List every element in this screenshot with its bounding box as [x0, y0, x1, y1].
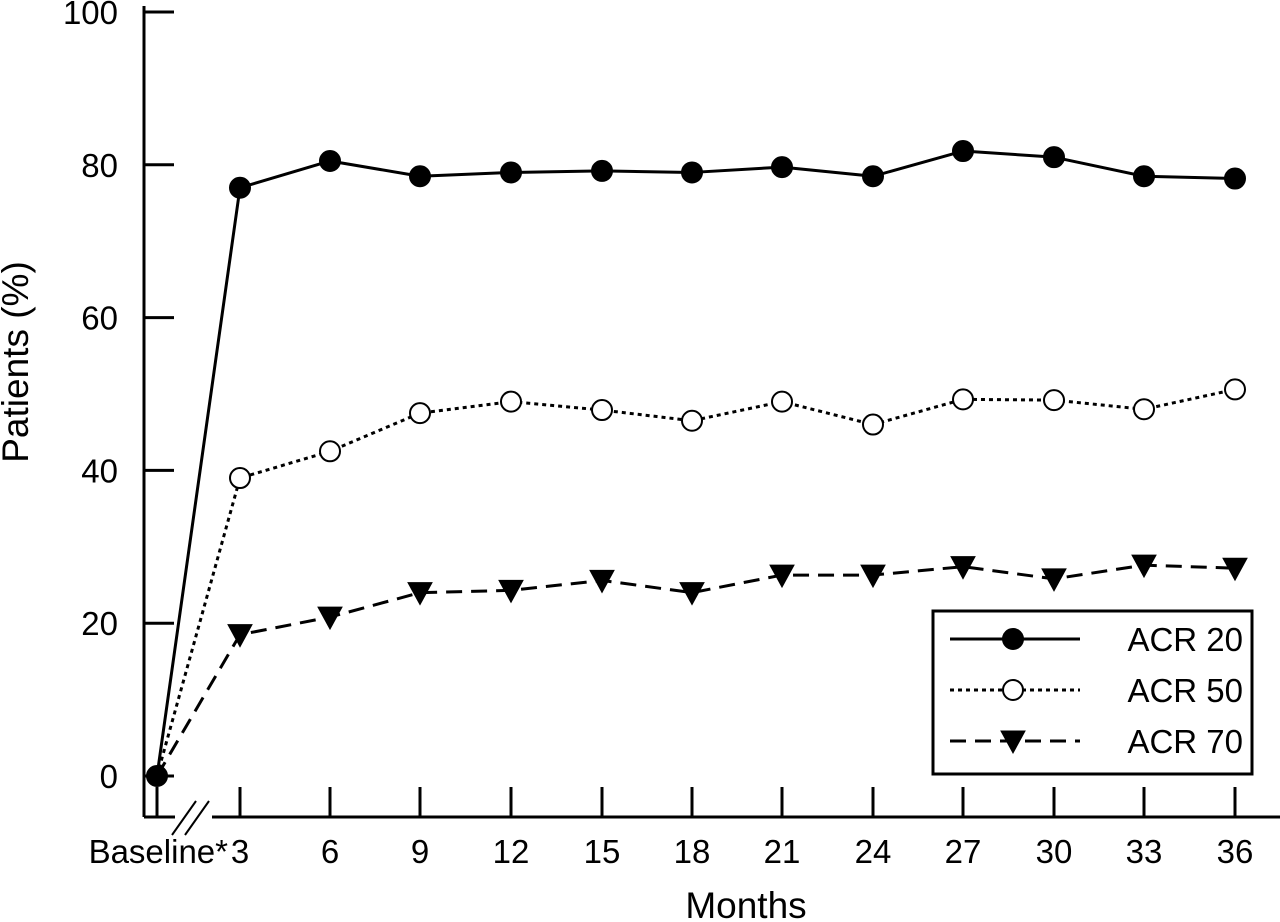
series-acr-70	[155, 554, 1248, 777]
data-point	[952, 140, 974, 163]
y-tick-label: 100	[63, 0, 118, 31]
legend: ACR 20 ACR 50 ACR 70	[931, 609, 1254, 776]
data-point	[317, 606, 343, 631]
data-point	[862, 165, 884, 188]
data-point	[591, 399, 613, 422]
data-point	[681, 161, 703, 184]
data-point	[500, 161, 522, 184]
data-point	[681, 409, 703, 432]
data-point	[1133, 165, 1155, 188]
data-point	[952, 388, 974, 411]
x-tick-label: 36	[1217, 833, 1254, 870]
data-point	[950, 556, 976, 580]
data-point	[319, 149, 341, 172]
data-point	[500, 390, 522, 413]
x-tick-label: 30	[1036, 833, 1073, 870]
data-point	[591, 159, 613, 182]
data-point	[498, 579, 524, 604]
legend-label: ACR 70	[1127, 723, 1243, 760]
x-tick-label: 3	[231, 833, 249, 870]
data-point	[862, 413, 884, 436]
data-point	[1222, 557, 1248, 582]
legend-marker	[1000, 730, 1026, 755]
data-point	[769, 564, 795, 589]
x-tick-label: 9	[411, 833, 429, 870]
legend-marker	[1002, 628, 1024, 650]
data-point	[860, 564, 886, 589]
data-point	[229, 467, 251, 490]
x-tick-label: 12	[493, 833, 530, 870]
data-point	[589, 569, 615, 594]
x-tick-label: 27	[945, 833, 982, 870]
data-point	[771, 156, 793, 179]
data-point	[227, 624, 253, 648]
x-tick-label: 33	[1126, 833, 1163, 870]
y-tick-label: 20	[81, 605, 118, 642]
data-point	[409, 402, 431, 425]
x-tick-label: 18	[674, 833, 711, 870]
data-point	[1043, 146, 1065, 169]
x-tick-label: Baseline*	[89, 833, 229, 870]
series-layer	[146, 140, 1248, 787]
x-tick-label: 24	[855, 833, 892, 870]
data-point	[1224, 378, 1246, 401]
axis-break-mark	[171, 800, 197, 836]
legend-marker	[1002, 679, 1024, 701]
x-tick-label: 21	[764, 833, 801, 870]
y-tick-label: 80	[81, 147, 118, 184]
data-point	[407, 582, 433, 606]
data-point	[1043, 389, 1065, 412]
x-axis-title: Months	[685, 885, 806, 922]
data-point	[771, 390, 793, 413]
data-point	[1041, 568, 1067, 592]
y-axis-title: Patients (%)	[0, 261, 36, 463]
y-tick-label: 40	[81, 452, 118, 489]
data-point	[1224, 167, 1246, 190]
series-acr-50	[155, 378, 1246, 777]
data-point	[1133, 398, 1155, 421]
data-point	[679, 582, 705, 606]
x-tick-label: 6	[321, 833, 339, 870]
data-point	[229, 176, 251, 199]
data-point	[409, 165, 431, 188]
data-point	[319, 440, 341, 463]
axis-break-mark	[184, 800, 210, 836]
x-tick-label: 15	[584, 833, 621, 870]
y-tick-label: 60	[81, 300, 118, 337]
legend-label: ACR 50	[1127, 672, 1243, 709]
data-point	[1131, 554, 1157, 579]
legend-label: ACR 20	[1127, 621, 1243, 658]
y-tick-label: 0	[100, 758, 118, 795]
